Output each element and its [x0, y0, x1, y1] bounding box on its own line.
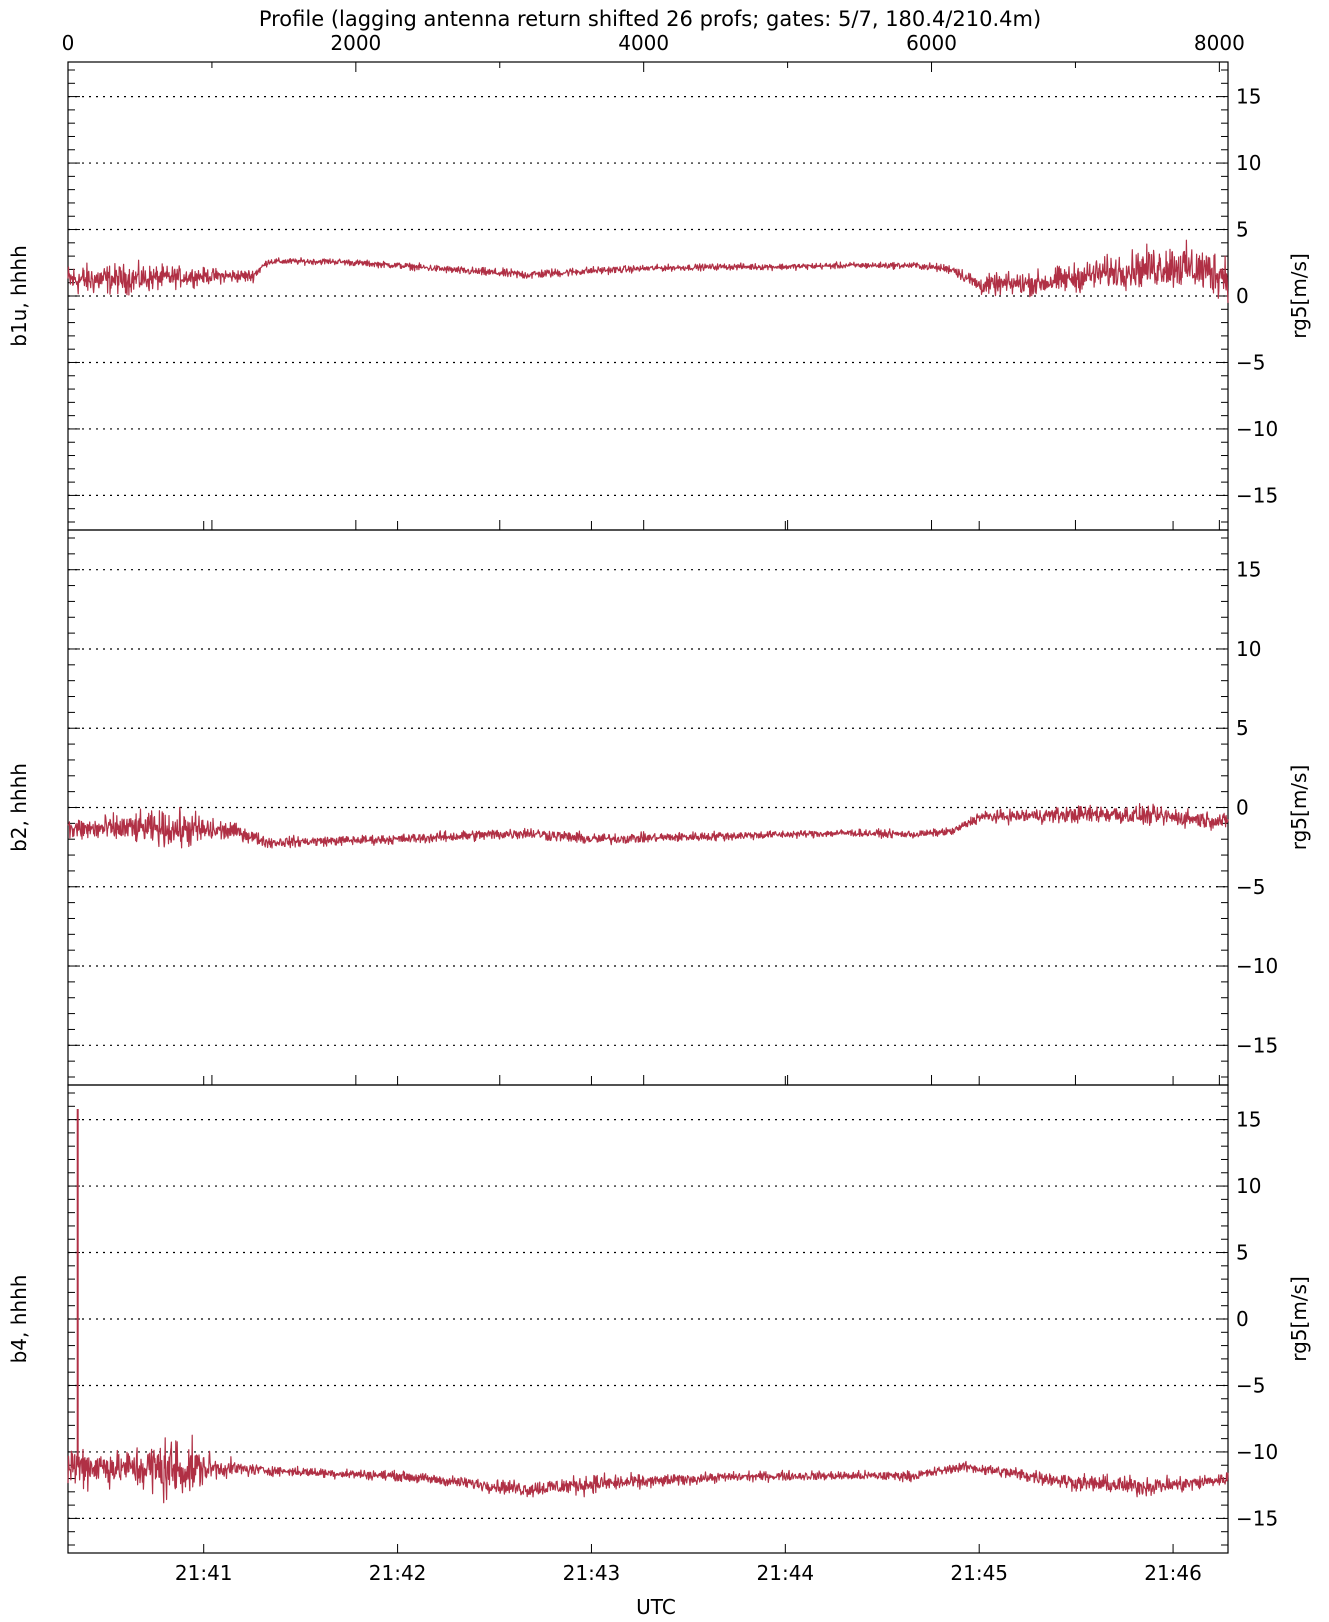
- panel-b4: 15 10 5 0 −5 −10 −15 b4, hhhh rg5[m/s]: [7, 1084, 1311, 1554]
- y-tick-label: 10: [1236, 151, 1261, 175]
- panel-b1u: 15 10 5 0 −5 −10 −15 0 2000 4000 6000 8000 b1u, hhhh…: [7, 31, 1311, 1085]
- x-tick-label: 21:43: [563, 1561, 621, 1585]
- chart-title: Profile (lagging antenna return shifted …: [259, 7, 1041, 31]
- y-axis-label-right: rg5[m/s]: [1287, 1276, 1311, 1362]
- top-axis-tick-label: 4000: [618, 31, 669, 55]
- y-axis-label-right: rg5[m/s]: [1287, 253, 1311, 339]
- y-tick-label: −10: [1236, 1440, 1278, 1464]
- y-tick-label: 5: [1236, 716, 1249, 740]
- y-tick-label: 0: [1236, 284, 1249, 308]
- chart-panels: 15 10 5 0 −5 −10 −15 0 2000 4000 6000 8000 b1u, hhhh…: [7, 31, 1311, 1585]
- y-tick-label: 10: [1236, 1174, 1261, 1198]
- y-axis-label-left: b2, hhhh: [7, 763, 31, 852]
- y-axis-label-right: rg5[m/s]: [1287, 765, 1311, 851]
- y-tick-label: 0: [1236, 1307, 1249, 1331]
- top-axis-tick-label: 8000: [1194, 31, 1245, 55]
- y-tick-label: −15: [1236, 483, 1278, 507]
- y-tick-label: 15: [1236, 85, 1261, 109]
- y-tick-label: −5: [1236, 875, 1265, 899]
- top-axis-tick-label: 2000: [330, 31, 381, 55]
- y-tick-label: −10: [1236, 417, 1278, 441]
- y-tick-label: −15: [1236, 1033, 1278, 1057]
- panel-b2: 15 10 5 0 −5 −10 −15 b2, hhhh rg5[m/s]: [7, 529, 1311, 1086]
- top-axis-tick-label: 0: [62, 31, 75, 55]
- y-axis-label-left: b1u, hhhh: [7, 245, 31, 347]
- y-tick-label: −10: [1236, 954, 1278, 978]
- x-axis-label: UTC: [636, 1595, 676, 1619]
- top-axis-tick-label: 6000: [906, 31, 957, 55]
- x-tick-label: 21:41: [175, 1561, 233, 1585]
- y-axis-label-left: b4, hhhh: [7, 1275, 31, 1364]
- x-tick-label: 21:45: [950, 1561, 1008, 1585]
- y-tick-label: 15: [1236, 1108, 1261, 1132]
- y-tick-label: −5: [1236, 350, 1265, 374]
- series-line-b2: [67, 803, 1229, 849]
- x-tick-label: 21:42: [369, 1561, 427, 1585]
- y-tick-label: 10: [1236, 637, 1261, 661]
- series-line-b1u: [67, 239, 1229, 303]
- series-line-b4: [67, 1434, 1229, 1504]
- y-tick-label: 5: [1236, 218, 1249, 242]
- y-tick-label: 0: [1236, 796, 1249, 820]
- y-tick-label: −15: [1236, 1506, 1278, 1530]
- y-tick-label: 15: [1236, 558, 1261, 582]
- x-tick-label: 21:44: [757, 1561, 815, 1585]
- y-tick-label: −5: [1236, 1373, 1265, 1397]
- y-tick-label: 5: [1236, 1241, 1249, 1265]
- x-tick-label: 21:46: [1144, 1561, 1202, 1585]
